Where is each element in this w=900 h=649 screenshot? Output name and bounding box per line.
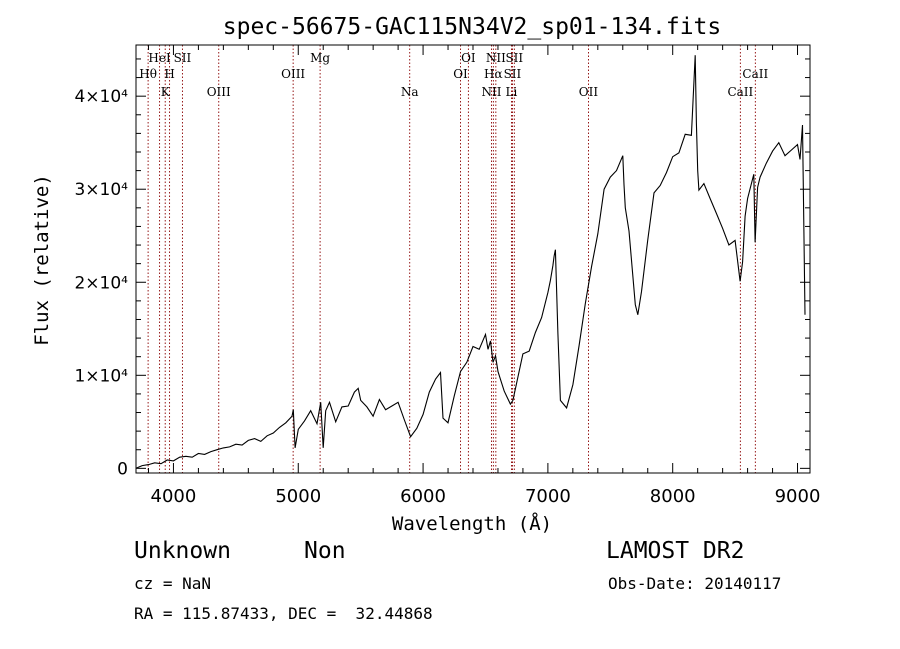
object-subclass: Non (304, 538, 346, 564)
emission-line-label: NII (486, 51, 506, 65)
plot-frame (135, 44, 811, 474)
emission-line-label: Hθ (139, 67, 157, 81)
x-tick-label: 7000 (525, 486, 571, 507)
emission-line-label: OII (579, 85, 599, 99)
emission-line-label: CaII (742, 67, 768, 81)
emission-line-label: SII (504, 67, 522, 81)
emission-line-label: HeI (148, 51, 171, 65)
emission-line-label: OI (461, 51, 476, 65)
y-tick-label: 4×10⁴ (74, 87, 128, 107)
coordinates: RA = 115.87433, DEC = 32.44868 (134, 604, 433, 623)
y-tick-label: 0 (117, 459, 128, 479)
y-tick-label: 1×10⁴ (74, 366, 128, 386)
x-tick-label: 9000 (775, 486, 821, 507)
emission-line-label: OI (453, 67, 468, 81)
y-tick-label: 3×10⁴ (74, 180, 128, 200)
emission-line-label: Na (401, 85, 419, 99)
emission-line-label: SII (174, 51, 192, 65)
emission-line-label: OIII (207, 85, 231, 99)
emission-line-label: Hα (484, 67, 503, 81)
emission-line-markers (147, 45, 756, 473)
emission-line-label: K (161, 85, 171, 99)
y-axis-ticks: 0 1×10⁴ 2×10⁴ 3×10⁴ 4×10⁴ (74, 58, 810, 479)
emission-line-label: H (164, 67, 174, 81)
observation-date: Obs-Date: 20140117 (608, 574, 782, 593)
emission-line-label: NII (481, 85, 501, 99)
object-class: Unknown (134, 538, 231, 564)
emission-line-label: SII (505, 51, 523, 65)
x-tick-label: 5000 (275, 486, 321, 507)
emission-line-label: Mg (310, 51, 330, 65)
emission-line-label: CaII (727, 85, 753, 99)
chart-title: spec-56675-GAC115N34V2_sp01-134.fits (223, 14, 722, 40)
x-axis-ticks: 4000 5000 6000 7000 8000 9000 (147, 45, 821, 507)
y-axis-label: Flux (relative) (31, 174, 53, 346)
redshift-value: cz = NaN (134, 574, 212, 593)
emission-line-labels: HθHeIKHSIIOIIIOIIIMgNaOIOINIIHαNIILiSIIS… (139, 51, 768, 99)
x-tick-label: 8000 (650, 486, 696, 507)
spectrum-line (135, 55, 806, 469)
survey-name: LAMOST DR2 (606, 538, 745, 564)
emission-line-label: OIII (281, 67, 305, 81)
x-tick-label: 4000 (151, 486, 197, 507)
x-axis-label: Wavelength (Å) (392, 512, 552, 535)
x-tick-label: 6000 (400, 486, 446, 507)
emission-line-label: Li (506, 85, 518, 99)
y-tick-label: 2×10⁴ (74, 273, 128, 293)
